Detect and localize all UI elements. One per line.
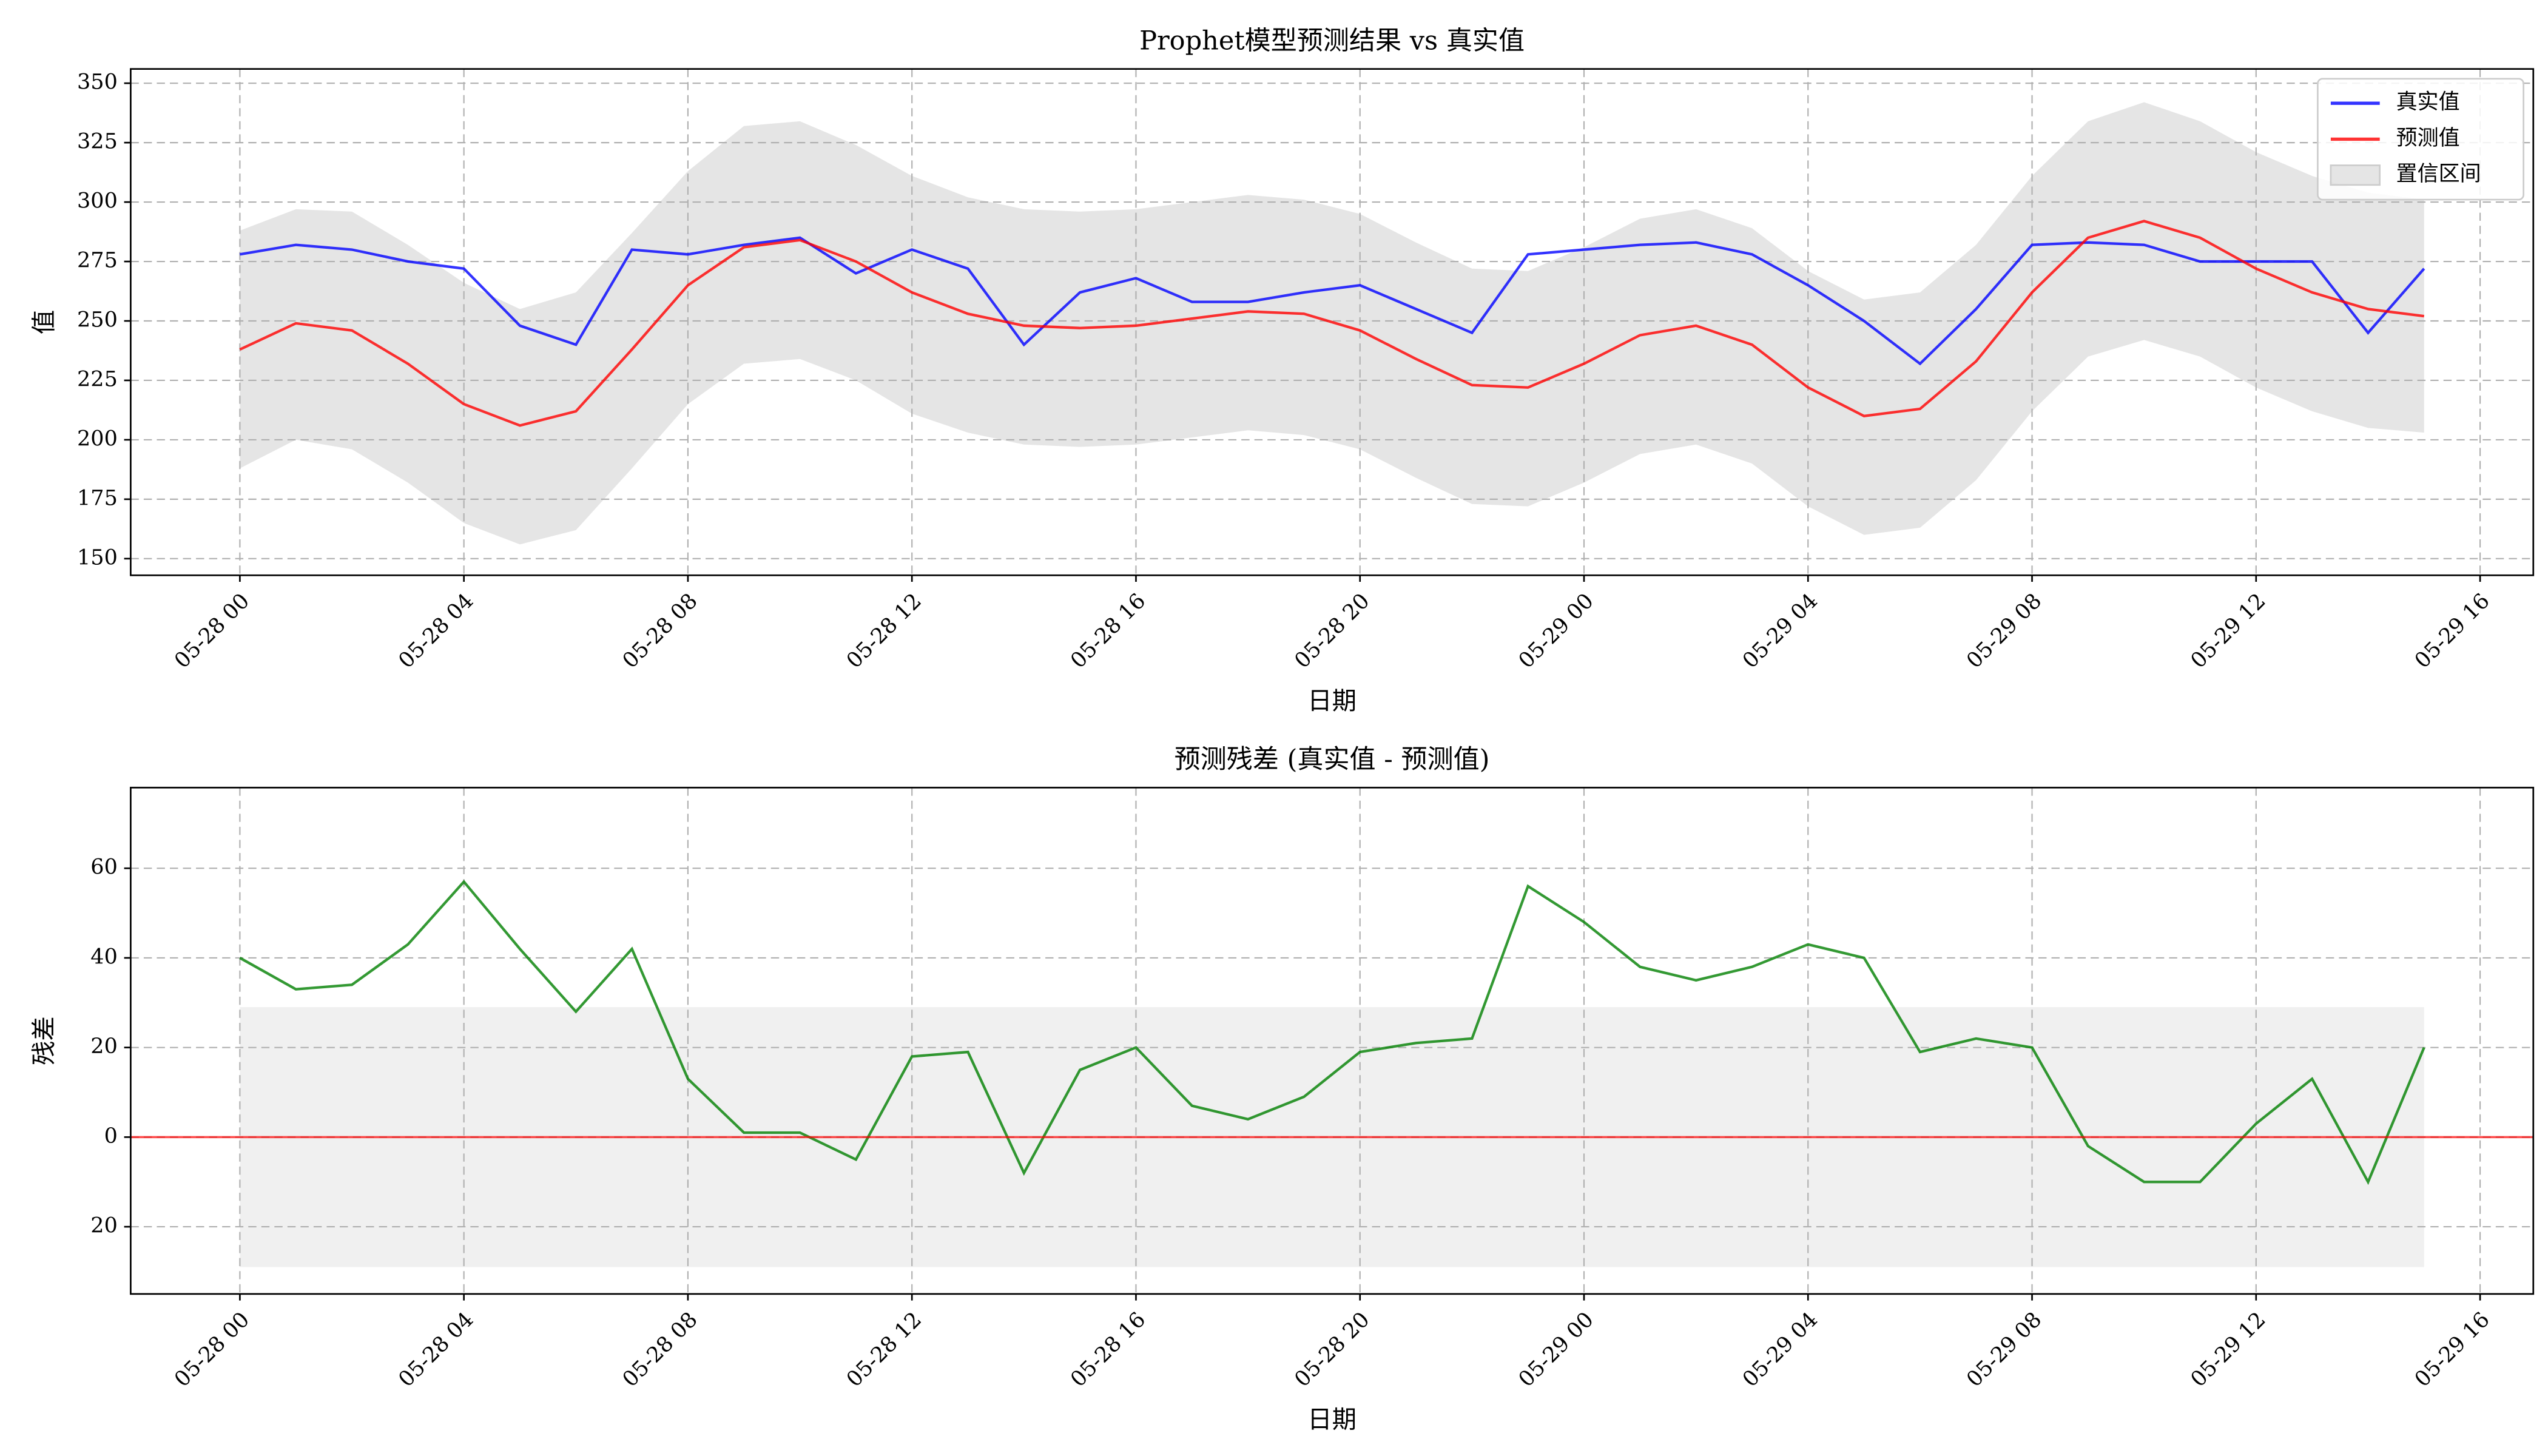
y-tick-label: 150 (77, 545, 118, 570)
data-line (239, 220, 2425, 427)
y-tick-label: 175 (77, 486, 118, 510)
y-axis-label: 残差 (30, 1016, 58, 1065)
y-tick-label: 250 (77, 308, 118, 332)
plot-area (130, 69, 2533, 576)
legend-label: 置信区间 (2396, 162, 2481, 186)
data-line (240, 236, 2425, 366)
y-tick-label: 200 (77, 426, 118, 451)
axes-frame (130, 786, 2535, 1295)
chart-title: Prophet模型预测结果 vs 真实值 (1139, 26, 1525, 56)
y-tick-label: 350 (77, 70, 118, 95)
y-tick-label: 0 (104, 1124, 118, 1148)
legend-swatch (2330, 164, 2381, 186)
y-tick-label: 20 (90, 1034, 118, 1059)
y-tick-label: 225 (77, 367, 118, 391)
y-tick-label: 60 (90, 855, 118, 880)
x-axis-label: 日期 (1307, 1405, 1357, 1434)
plot-area (130, 787, 2533, 1294)
y-tick-label: 275 (77, 249, 118, 273)
legend-label: 预测值 (2396, 126, 2460, 150)
y-tick-label: 40 (90, 945, 118, 969)
y-tick-label: 325 (77, 130, 118, 154)
legend-label: 真实值 (2396, 90, 2460, 115)
data-line (239, 880, 2425, 1185)
y-tick-label: 300 (77, 189, 118, 214)
axes-frame (130, 68, 2535, 576)
chart-title: 预测残差 (真实值 - 预测值) (1175, 744, 1490, 775)
y-axis-label: 值 (30, 310, 58, 334)
x-axis-label: 日期 (1307, 687, 1357, 715)
y-tick-label: 20 (90, 1214, 118, 1238)
